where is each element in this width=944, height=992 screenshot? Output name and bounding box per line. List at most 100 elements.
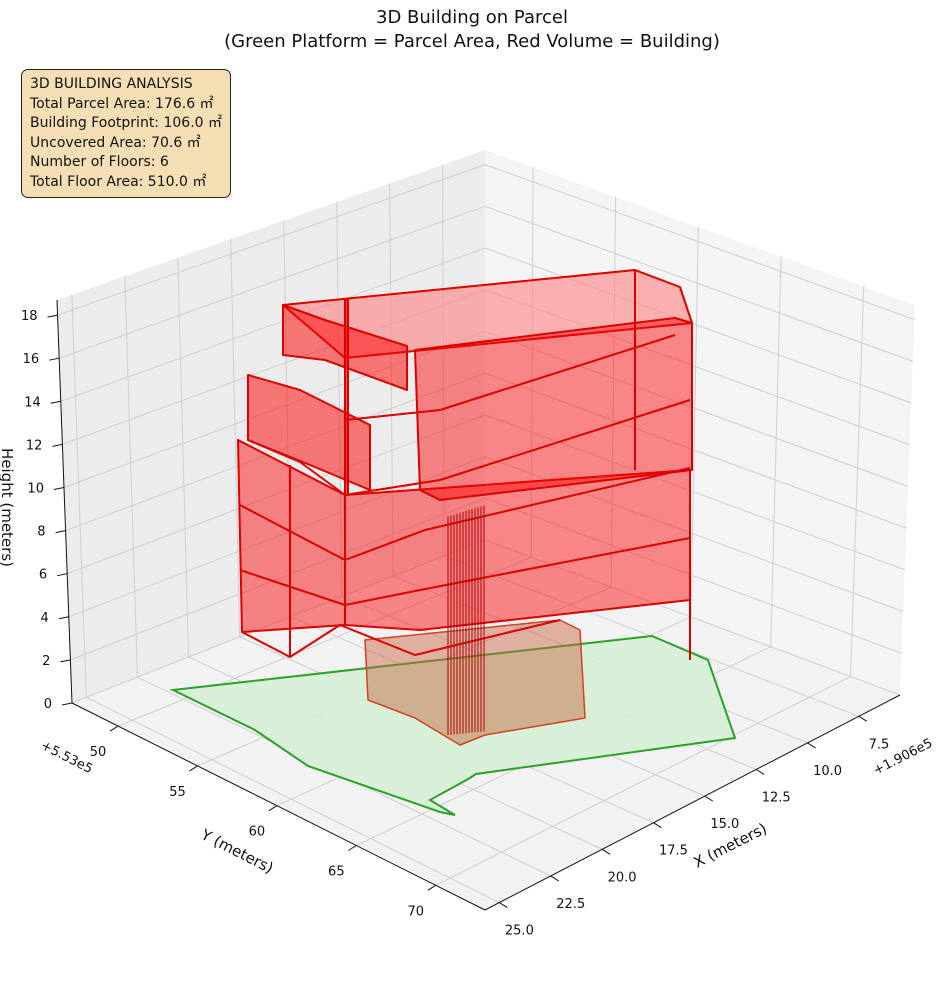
z-tick-label: 18 [21,309,38,324]
z-tick-label: 12 [26,438,43,453]
z-axis-line [56,299,73,704]
z-tick-mark [60,659,71,663]
z-tick-mark [50,400,61,404]
z-grid-line [60,247,486,402]
x-tick-label: 7.5 [869,737,890,752]
chart-title: 3D Building on Parcel (Green Platform = … [0,6,944,54]
x-tick-label: 25.0 [505,924,534,939]
y-tick-label: 70 [407,904,424,919]
floor-line [239,467,691,561]
z-tick-label: 8 [37,525,45,540]
x-tick-mark [550,875,560,882]
y-grid-line [530,167,534,558]
z-tick-mark [58,616,69,620]
x-axis-line [484,694,901,911]
z-grid-line [67,414,486,575]
y-grid-line [610,197,617,588]
z-grid-line [484,539,901,696]
z-grid-line [484,164,915,321]
z-tick-mark [47,314,58,318]
building-analysis-box: 3D BUILDING ANALYSIS Total Parcel Area: … [21,69,232,198]
subtitle-line: (Green Platform = Parcel Area, Red Volum… [224,31,720,52]
uncovered-area-line: Uncovered Area: 70.6 ㎡ [30,134,201,151]
y-tick-label: 60 [249,825,266,840]
y-tick-mark [427,884,437,891]
x-tick-label: 15.0 [710,817,739,832]
x-tick-label: 10.0 [813,764,842,779]
y-offset-label: +5.53e5 [38,738,95,777]
parcel-area-line: Total Parcel Area: 176.6 ㎡ [30,95,214,112]
z-tick-mark [57,573,68,577]
z-grid-line [484,456,904,613]
z-tick-label: 10 [27,481,44,496]
y-tick-label: 55 [169,785,186,800]
z-grid-line [484,414,905,571]
x-grid-line [86,696,500,903]
z-grid-line [58,205,486,359]
z-tick-label: 4 [41,611,49,626]
x-tick-mark [704,795,714,802]
z-grid-line [484,330,909,487]
x-tick-mark [755,769,765,775]
z-tick-label: 14 [24,395,41,410]
z-tick-label: 16 [23,352,40,367]
y-tick-mark [109,725,119,732]
y-grid-line [117,556,532,727]
y-tick-label: 50 [90,745,107,760]
z-tick-mark [49,357,60,361]
y-tick-label: 65 [328,865,345,880]
x-grid-line [442,164,445,557]
z-grid-line [484,205,914,362]
building-center-column [344,299,349,496]
analysis-heading: 3D BUILDING ANALYSIS [30,76,193,92]
z-axis-label: Height (meters) [0,448,16,567]
title-line: 3D Building on Parcel [376,7,568,28]
y-axis-line [71,702,486,911]
z-tick-mark [55,530,66,534]
x-grid-line [336,201,343,597]
z-grid-line [57,164,486,316]
z-tick-mark [61,702,73,706]
floors-line: Number of Floors: 6 [30,154,169,170]
y-grid-line [850,286,865,677]
x-tick-mark [653,822,662,829]
x-tick-label: 12.5 [762,791,791,806]
z-tick-mark [53,487,65,490]
y-grid-line [690,226,699,617]
x-tick-label: 17.5 [659,844,688,859]
x-tick-mark [601,848,611,855]
z-grid-line [71,539,486,704]
y-tick-mark [268,805,278,812]
floor-line [247,399,691,496]
y-tick-mark [348,845,357,851]
building-upper-right-face [414,317,693,501]
x-tick-mark [807,742,816,749]
x-grid-line [71,294,87,698]
x-tick-label: 22.5 [556,897,585,912]
z-grid-line [70,497,486,661]
z-tick-label: 2 [42,654,50,669]
z-grid-line [484,497,902,654]
z-grid-line [484,372,907,529]
axis-ticks: 50 55 60 65 70 7.5 10.0 12.5 15.0 17.5 20.0 22.5 25.… [21,309,889,938]
building-volume [237,269,693,746]
building-lower-right-face [344,469,691,631]
y-grid-line [435,676,851,886]
building-vertical-stripes [447,505,485,735]
floor-line [239,537,691,606]
x-grid-line [230,239,241,637]
y-grid-line [770,256,782,647]
footprint-line: Building Footprint: 106.0 ㎡ [30,115,223,131]
x-tick-mark [858,715,868,722]
z-tick-mark [52,443,63,447]
x-tick-mark [499,902,508,908]
floor-area-line: Total Floor Area: 510.0 ㎡ [30,173,207,190]
floor-line [344,334,676,421]
x-grid-line [177,257,190,658]
x-grid-line [124,276,138,678]
z-grid-line [484,247,912,404]
x-tick-label: 20.0 [608,870,637,885]
z-tick-label: 6 [39,568,47,583]
y-tick-mark [189,765,198,772]
